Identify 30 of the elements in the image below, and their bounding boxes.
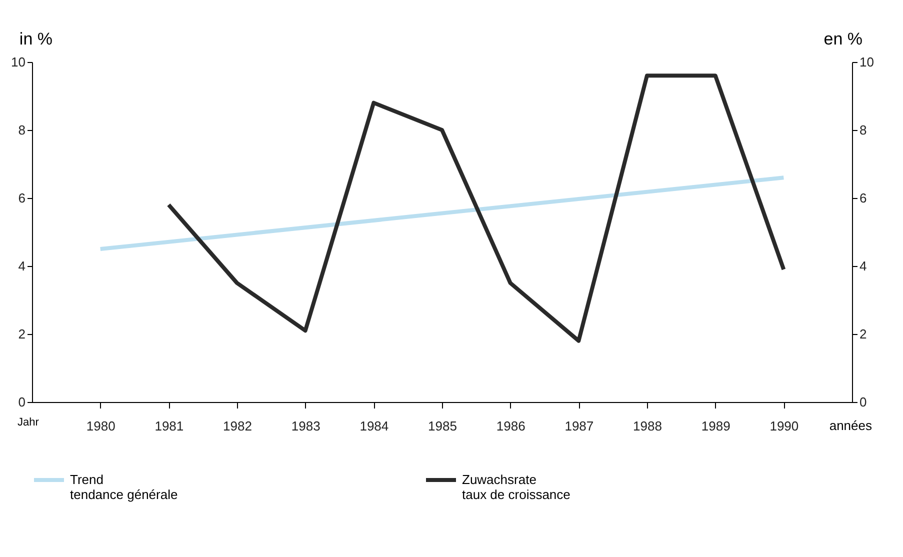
x-axis-title: Jahr [18, 416, 40, 428]
text: années [829, 418, 872, 433]
y2-tick-label: 2 [860, 326, 867, 342]
x-tick-label: 1984 [360, 418, 389, 434]
line-series [166, 74, 786, 343]
y-axis-title: in % [19, 30, 52, 48]
x-tick-label: 1990 [770, 418, 799, 434]
y2-tick-label: 6 [860, 190, 867, 206]
y-tick-label: 8 [18, 122, 26, 138]
legend-label: Trend tendance générale [70, 472, 178, 502]
y-tick-label: 4 [18, 258, 26, 274]
x-tick-label: 1987 [564, 418, 594, 434]
y2-axis-title: en % [824, 30, 862, 48]
x-tick-label: 1986 [496, 418, 526, 434]
y-tick-label: 6 [18, 190, 26, 206]
y-tick-label: 2 [18, 326, 26, 342]
x-tick-label: 1988 [633, 418, 662, 434]
y2-tick-label: 10 [860, 54, 874, 70]
x-tick-label: 1985 [428, 418, 457, 434]
y-tick-label: 10 [11, 54, 26, 70]
y2-tick-label: 8 [860, 122, 867, 138]
x-tick-label: 1989 [701, 418, 730, 434]
y2-tick-label: 0 [860, 394, 867, 410]
x-tick-label: 1983 [291, 418, 320, 434]
x-tick-label: 1980 [86, 418, 116, 434]
legend-label: Zuwachsrate taux de croissance [462, 472, 570, 502]
x-tick-label: 1982 [223, 418, 252, 434]
y-tick-label: 0 [18, 394, 26, 410]
x-tick-label: 1981 [154, 418, 184, 434]
y2-tick-label: 4 [860, 258, 867, 274]
